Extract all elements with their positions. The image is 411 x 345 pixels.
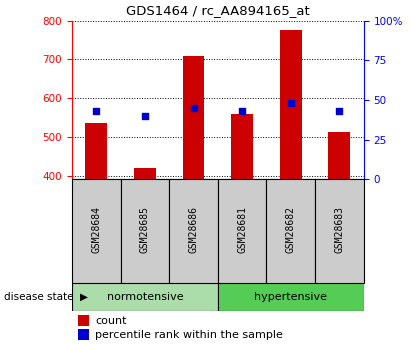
Bar — [315, 179, 364, 283]
Text: disease state  ▶: disease state ▶ — [4, 292, 88, 302]
Text: hypertensive: hypertensive — [254, 292, 327, 302]
Bar — [280, 30, 302, 179]
Bar — [328, 132, 350, 179]
Point — [141, 113, 148, 119]
Point — [190, 105, 197, 111]
Bar — [72, 283, 218, 310]
Bar — [72, 179, 120, 283]
Bar — [266, 179, 315, 283]
Point — [336, 108, 343, 114]
Bar — [134, 168, 156, 179]
Text: count: count — [95, 316, 127, 326]
Bar — [231, 114, 253, 179]
Text: normotensive: normotensive — [106, 292, 183, 302]
Point — [287, 100, 294, 106]
Bar — [182, 56, 204, 179]
Bar — [218, 179, 266, 283]
Text: GSM28683: GSM28683 — [335, 206, 344, 253]
Text: GSM28685: GSM28685 — [140, 206, 150, 253]
Bar — [78, 329, 90, 340]
Text: GSM28684: GSM28684 — [91, 206, 101, 253]
Text: GSM28686: GSM28686 — [189, 206, 199, 253]
Bar — [120, 179, 169, 283]
Point — [239, 108, 245, 114]
Bar — [169, 179, 218, 283]
Text: percentile rank within the sample: percentile rank within the sample — [95, 330, 283, 339]
Text: GSM28681: GSM28681 — [237, 206, 247, 253]
Bar — [85, 123, 107, 179]
Text: GSM28682: GSM28682 — [286, 206, 296, 253]
Point — [93, 108, 99, 114]
Bar — [218, 283, 364, 310]
Title: GDS1464 / rc_AA894165_at: GDS1464 / rc_AA894165_at — [126, 4, 310, 17]
Bar — [78, 315, 90, 326]
